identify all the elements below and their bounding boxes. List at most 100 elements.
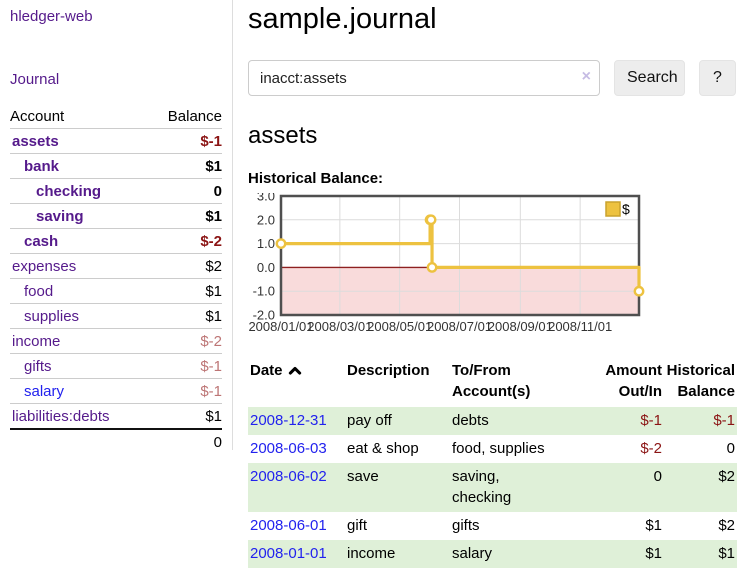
accounts-header-row: Account Balance: [10, 104, 222, 129]
search-input-wrap: ×: [248, 60, 600, 96]
historical-balance-plot: $3.0 2.0 1.0 0.0 -1.0 -2.02008/01/012008/03/0…: [248, 189, 645, 334]
page-title: sample.journal: [248, 3, 437, 35]
account-link[interactable]: gifts: [24, 358, 52, 375]
account-link[interactable]: supplies: [24, 308, 80, 325]
account-link[interactable]: bank: [24, 158, 60, 175]
app-title-link[interactable]: hledger-web: [10, 8, 93, 25]
account-row: liabilities:debts $1: [10, 403, 222, 429]
y-tick-label: 0.0: [257, 260, 275, 275]
account-link[interactable]: salary: [24, 383, 65, 400]
journal-link[interactable]: Journal: [10, 71, 60, 88]
account-link[interactable]: saving: [36, 208, 84, 225]
x-tick-label: 2008/07/01: [427, 319, 492, 334]
register-row: 2008-06-01 gift gifts $1 $2: [248, 512, 737, 540]
app-title: hledger-web: [10, 8, 222, 25]
account-link[interactable]: checking: [36, 183, 102, 200]
account-row: assets $-1: [10, 128, 222, 154]
account-row: expenses $2: [10, 253, 222, 279]
account-link[interactable]: cash: [24, 233, 59, 250]
register-col-amount: Amount Out/In: [605, 362, 662, 400]
transaction-date-link[interactable]: 2008-12-31: [250, 412, 327, 429]
account-balance: $-2: [147, 328, 222, 354]
transaction-date-link[interactable]: 2008-01-01: [250, 545, 327, 562]
data-point-marker: [426, 262, 438, 273]
register-header-row: Date Description To/From Account(s) Amount …: [248, 357, 737, 407]
transaction-accounts: gifts: [452, 517, 480, 534]
account-balance: $-2: [147, 228, 222, 254]
transaction-amount: $-2: [640, 440, 662, 457]
y-tick-label: -1.0: [253, 284, 275, 299]
legend-label: $: [622, 201, 630, 217]
sidebar: hledger-web Journal Account Balance asse…: [0, 0, 233, 454]
transaction-amount: $1: [645, 517, 662, 534]
transaction-accounts: saving, checking: [450, 463, 598, 512]
register-table: Date Description To/From Account(s) Amount …: [248, 357, 737, 568]
chart-title: Historical Balance:: [248, 170, 384, 187]
y-tick-label: 2.0: [257, 212, 275, 227]
account-heading: assets: [248, 122, 318, 149]
data-point-marker: [633, 285, 645, 297]
transaction-balance: $1: [664, 540, 737, 568]
account-balance: $-1: [147, 128, 222, 154]
data-point-marker: [275, 238, 287, 249]
transaction-balance: $-1: [664, 407, 737, 435]
data-point-marker: [425, 214, 437, 226]
account-row: salary $-1: [10, 378, 222, 404]
search-bar: × Search ?: [248, 60, 737, 96]
main-content: sample.journal × Search ? assets Histori…: [233, 0, 742, 568]
account-balance: $2: [147, 253, 222, 279]
register-col-description: Description: [347, 362, 430, 379]
account-link[interactable]: food: [24, 283, 54, 300]
transaction-accounts: food, supplies: [452, 440, 545, 457]
x-tick-label: 2008/09/01: [488, 319, 553, 334]
sort-asc-icon: [288, 361, 302, 382]
accounts-header-balance: Balance: [167, 108, 222, 125]
transaction-date-link[interactable]: 2008-06-03: [250, 440, 327, 457]
transaction-date-link[interactable]: 2008-06-02: [250, 468, 327, 485]
transaction-date-link[interactable]: 2008-06-01: [250, 517, 327, 534]
y-tick-label: 1.0: [257, 236, 275, 251]
account-link[interactable]: income: [12, 333, 61, 350]
x-tick-label: 2008/05/01: [367, 319, 432, 334]
accounts-total-row: 0: [10, 428, 222, 454]
register-col-to: To/From Account(s): [452, 362, 531, 400]
transaction-description: eat & shop: [347, 440, 419, 457]
account-balance: $-1: [147, 353, 222, 379]
account-link[interactable]: assets: [12, 133, 59, 150]
account-link[interactable]: expenses: [12, 258, 77, 275]
account-balance: $1: [147, 203, 222, 229]
transaction-balance: $2: [718, 517, 735, 534]
account-row: food $1: [10, 278, 222, 304]
transaction-accounts: debts: [450, 407, 598, 435]
register-col-date[interactable]: Date: [248, 357, 345, 407]
account-balance: $1: [147, 278, 222, 304]
account-balance: $1: [147, 303, 222, 329]
account-link[interactable]: liabilities:debts: [12, 408, 110, 425]
register-row: 2008-01-01 income salary $1 $1: [248, 540, 737, 568]
transaction-accounts: salary: [450, 540, 598, 568]
accounts-table: Account Balance assets $-1 bank $1 checking 0…: [10, 104, 222, 454]
accounts-total-value: 0: [147, 428, 222, 454]
y-tick-label: -2.0: [253, 308, 275, 323]
register-col-historical: Historical Balance: [666, 362, 735, 400]
help-button[interactable]: ?: [699, 60, 736, 96]
x-tick-label: 2008/03/01: [307, 319, 372, 334]
register-row: 2008-12-31 pay off debts $-1 $-1: [248, 407, 737, 435]
search-input[interactable]: [248, 60, 600, 96]
account-row: saving $1: [10, 203, 222, 229]
clear-search-icon[interactable]: ×: [581, 68, 591, 85]
transaction-description: save: [345, 463, 450, 512]
x-tick-label: 2008/11/01: [548, 319, 612, 334]
transaction-description: gift: [347, 517, 368, 534]
transaction-amount: $1: [598, 540, 664, 568]
account-balance: 0: [147, 178, 222, 204]
plot-border: [279, 194, 641, 317]
transaction-balance: $2: [664, 463, 737, 512]
search-button[interactable]: Search: [614, 60, 685, 96]
account-balance: $1: [147, 403, 222, 429]
legend-swatch-icon: [605, 201, 621, 217]
account-row: income $-2: [10, 328, 222, 354]
register-row: 2008-06-03 eat & shop food, supplies $-2 0: [248, 435, 737, 463]
transaction-description: income: [345, 540, 450, 568]
account-row: supplies $1: [10, 303, 222, 329]
